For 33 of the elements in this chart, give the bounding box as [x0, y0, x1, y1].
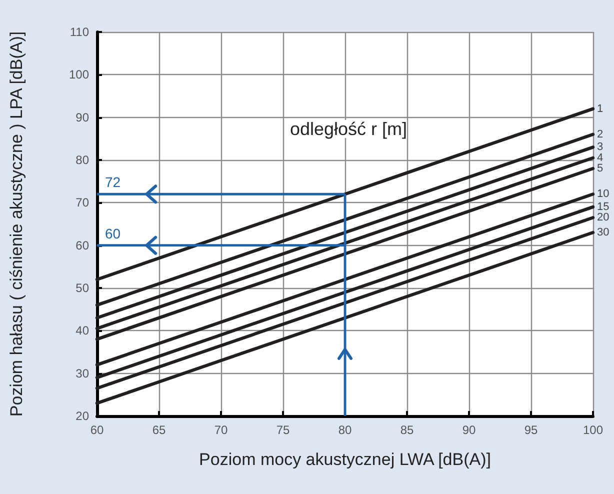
x-tick-label: 95: [524, 423, 538, 437]
x-tick-label: 75: [276, 423, 290, 437]
annotation: 72: [105, 174, 121, 190]
series-label: 15: [597, 200, 610, 213]
x-tick-label: 70: [214, 423, 228, 437]
y-tick-label: 90: [76, 110, 90, 124]
series-label: 3: [597, 141, 604, 154]
annotation: 60: [105, 225, 121, 242]
y-tick-label: 60: [76, 238, 90, 252]
series-label: 4: [597, 152, 604, 164]
series-label: 30: [597, 226, 610, 239]
y-tick-label: 80: [76, 153, 90, 167]
series-label: 5: [597, 162, 604, 175]
y-tick-label: 110: [70, 25, 90, 39]
x-tick-label: 60: [90, 423, 104, 437]
x-tick-label: 80: [338, 423, 352, 437]
x-tick-label: 65: [152, 423, 166, 437]
y-tick-label: 70: [76, 196, 90, 210]
y-tick-label: 50: [76, 281, 90, 295]
x-tick-label: 90: [462, 423, 476, 437]
series-label: 20: [597, 212, 610, 224]
y-tick-label: 40: [76, 324, 90, 338]
y-tick-label: 30: [76, 366, 90, 380]
x-tick-label: 100: [582, 423, 604, 437]
x-axis-title: Poziom mocy akustycznej LWA [dB(A)]: [199, 450, 491, 469]
y-tick-label: 100: [68, 68, 90, 82]
x-tick-label: 85: [400, 423, 414, 437]
series-label: 10: [597, 188, 610, 200]
y-axis-title: Poziom hałasu ( ciśnienie akustyczne ) LPA [dB(A)]: [7, 31, 26, 417]
y-tick-label: 20: [76, 409, 90, 423]
series-label: 2: [597, 128, 604, 140]
series-label: 1: [597, 102, 604, 115]
legend-title: odległość r [m]: [290, 119, 408, 139]
